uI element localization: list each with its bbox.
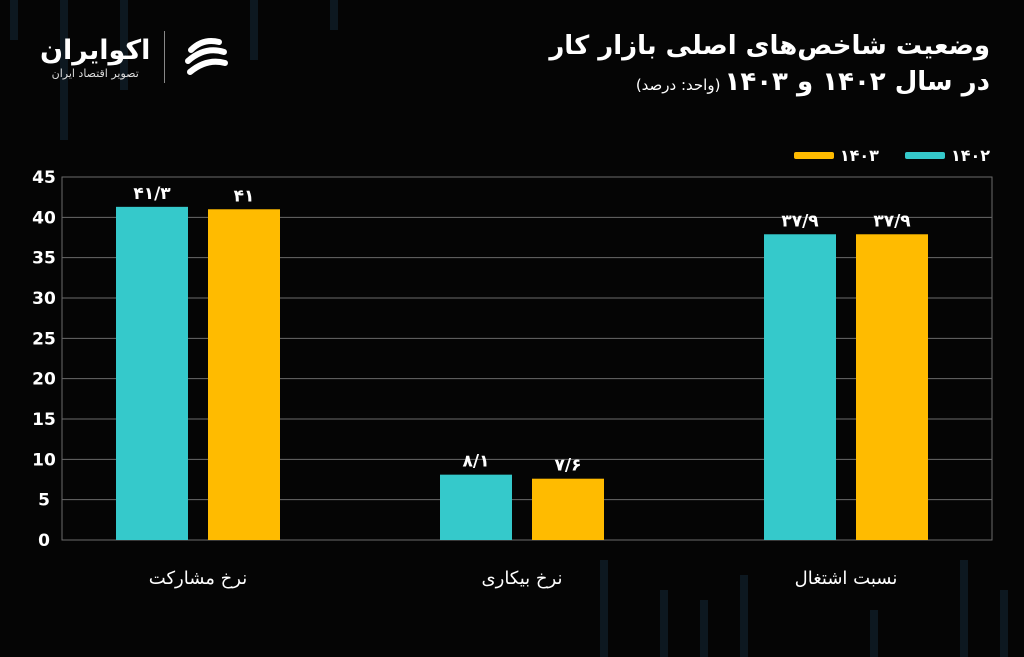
y-tick-label: 0 [38,531,50,551]
x-category-label: نرخ مشارکت [149,568,247,589]
x-category-label: نرخ بیکاری [482,568,563,589]
logo-separator [164,31,166,83]
y-tick-label: 20 [32,370,56,390]
data-label: ۳۷/۹ [781,211,819,231]
data-label: ۷/۶ [555,456,582,476]
decorative-bar [120,0,128,90]
bar-1403 [208,209,280,540]
logo-subtitle: تصویر اقتصاد ایران [51,66,139,80]
y-tick-label: 15 [32,410,56,430]
data-label: ۸/۱ [463,452,490,472]
decorative-bar [1000,590,1008,657]
decorative-bar [660,590,668,657]
bar-1403 [856,234,928,541]
legend-swatch-1403 [793,152,834,159]
title-line-1: وضعیت شاخص‌های اصلی بازار کار [549,31,990,61]
y-tick-label: 5 [38,491,50,511]
bar-1402 [764,234,836,541]
legend-swatch-1402 [904,152,945,159]
decorative-bar [330,0,338,30]
y-tick-label: 45 [32,168,56,188]
y-tick-label: 10 [32,450,56,470]
unit-label: (واحد: درصد) [635,76,721,94]
legend-label-1402: ۱۴۰۲ [950,146,990,165]
brand-logo: اکوایران تصویر اقتصاد ایران [40,30,233,84]
title-line-2-text: در سال ۱۴۰۲ و ۱۴۰۳ [724,67,990,97]
y-tick-label: 30 [32,289,56,309]
plot-frame [61,176,993,541]
legend-item-1402: ۱۴۰۲ [904,146,990,165]
bar-1402 [116,206,188,540]
decorative-bar [600,560,608,657]
y-tick-label: 40 [32,208,56,228]
decorative-bar [60,0,68,140]
legend-item-1403: ۱۴۰۳ [793,146,879,165]
bar-1402 [440,474,512,540]
decorative-bar [700,600,708,657]
decorative-bar [870,610,878,657]
legend: ۱۴۰۳ ۱۴۰۲ [793,146,990,165]
decorative-bar [10,0,18,40]
data-label: ۴۱/۳ [133,184,171,204]
chart-title: وضعیت شاخص‌های اصلی بازار کار در سال ۱۴۰… [549,28,990,103]
data-label: ۳۷/۹ [873,211,911,231]
legend-label-1403: ۱۴۰۳ [839,146,879,165]
y-tick-label: 25 [32,329,56,349]
logo-text: اکوایران تصویر اقتصاد ایران [40,35,150,80]
decorative-bar [250,0,258,60]
bar-1403 [532,478,604,540]
title-line-2: در سال ۱۴۰۲ و ۱۴۰۳(واحد: درصد) [549,64,990,103]
x-category-label: نسبت اشتغال [795,568,898,589]
y-tick-label: 35 [32,249,56,269]
logo-name: اکوایران [40,34,151,66]
ecoiran-logo-icon [185,38,229,75]
data-label: ۴۱ [234,186,255,206]
decorative-bar [960,560,968,657]
decorative-bar [740,575,748,657]
